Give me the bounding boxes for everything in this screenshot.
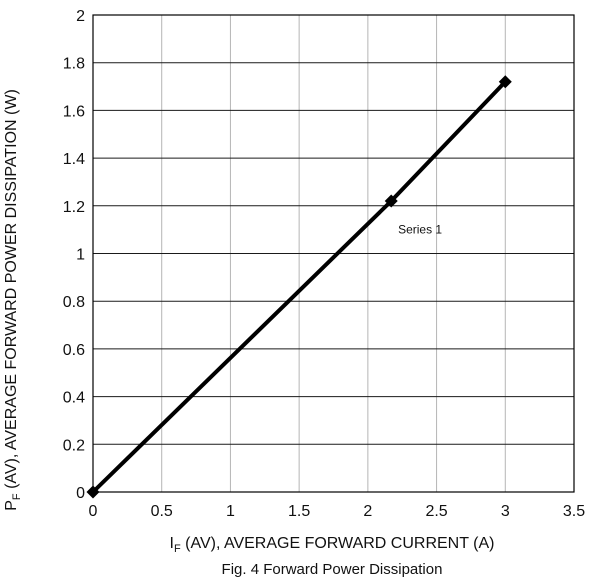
y-axis-title-rest: (AV), AVERAGE FORWARD POWER DISSIPATION … — [3, 89, 20, 493]
x-tick-label: 3.5 — [563, 503, 585, 520]
annotations: Series 1 — [398, 223, 442, 237]
y-tick-label: 0 — [76, 485, 85, 502]
x-tick-label: 0 — [89, 503, 98, 520]
y-tick-label: 1.6 — [63, 103, 85, 120]
x-tick-label: 1.5 — [288, 503, 310, 520]
y-tick-label: 0.8 — [63, 294, 85, 311]
y-tick-label: 0.4 — [63, 390, 85, 407]
y-tick-label: 0.2 — [63, 437, 85, 454]
y-tick-label: 0.6 — [63, 342, 85, 359]
data-point-marker — [384, 194, 398, 208]
plot-frame — [92, 14, 575, 493]
x-tick-label: 0.5 — [151, 503, 173, 520]
x-tick-label: 1 — [226, 503, 235, 520]
x-tick-label: 3 — [501, 503, 510, 520]
grid — [93, 15, 574, 492]
figure-caption: Fig. 4 Forward Power Dissipation — [222, 561, 443, 578]
x-tick-labels: 0 0.5 1 1.5 2 2.5 3 3.5 — [89, 503, 586, 520]
data-point-marker — [498, 75, 512, 89]
y-tick-label: 2 — [76, 8, 85, 25]
y-axis-title: PF (AV), AVERAGE FORWARD POWER DISSIPATI… — [3, 89, 23, 511]
y-tick-labels: 0 0.2 0.4 0.6 0.8 1 1.2 1.4 1.6 1.8 2 — [63, 8, 85, 502]
x-axis-title-rest: (AV), AVERAGE FORWARD CURRENT (A) — [181, 535, 495, 552]
x-tick-label: 2.5 — [425, 503, 447, 520]
series-annotation-label: Series 1 — [398, 223, 442, 237]
y-axis-title-prefix: P — [3, 500, 20, 511]
x-axis-title-subscript: F — [174, 543, 181, 555]
y-tick-label: 1.4 — [63, 151, 85, 168]
y-tick-label: 1.2 — [63, 199, 85, 216]
y-tick-label: 1 — [76, 247, 85, 264]
y-tick-label: 1.8 — [63, 56, 85, 73]
x-tick-label: 2 — [363, 503, 372, 520]
x-axis-title: IF (AV), AVERAGE FORWARD CURRENT (A) — [170, 535, 495, 555]
y-axis-title-subscript: F — [11, 493, 23, 500]
x-axis-title-prefix: I — [170, 535, 174, 552]
